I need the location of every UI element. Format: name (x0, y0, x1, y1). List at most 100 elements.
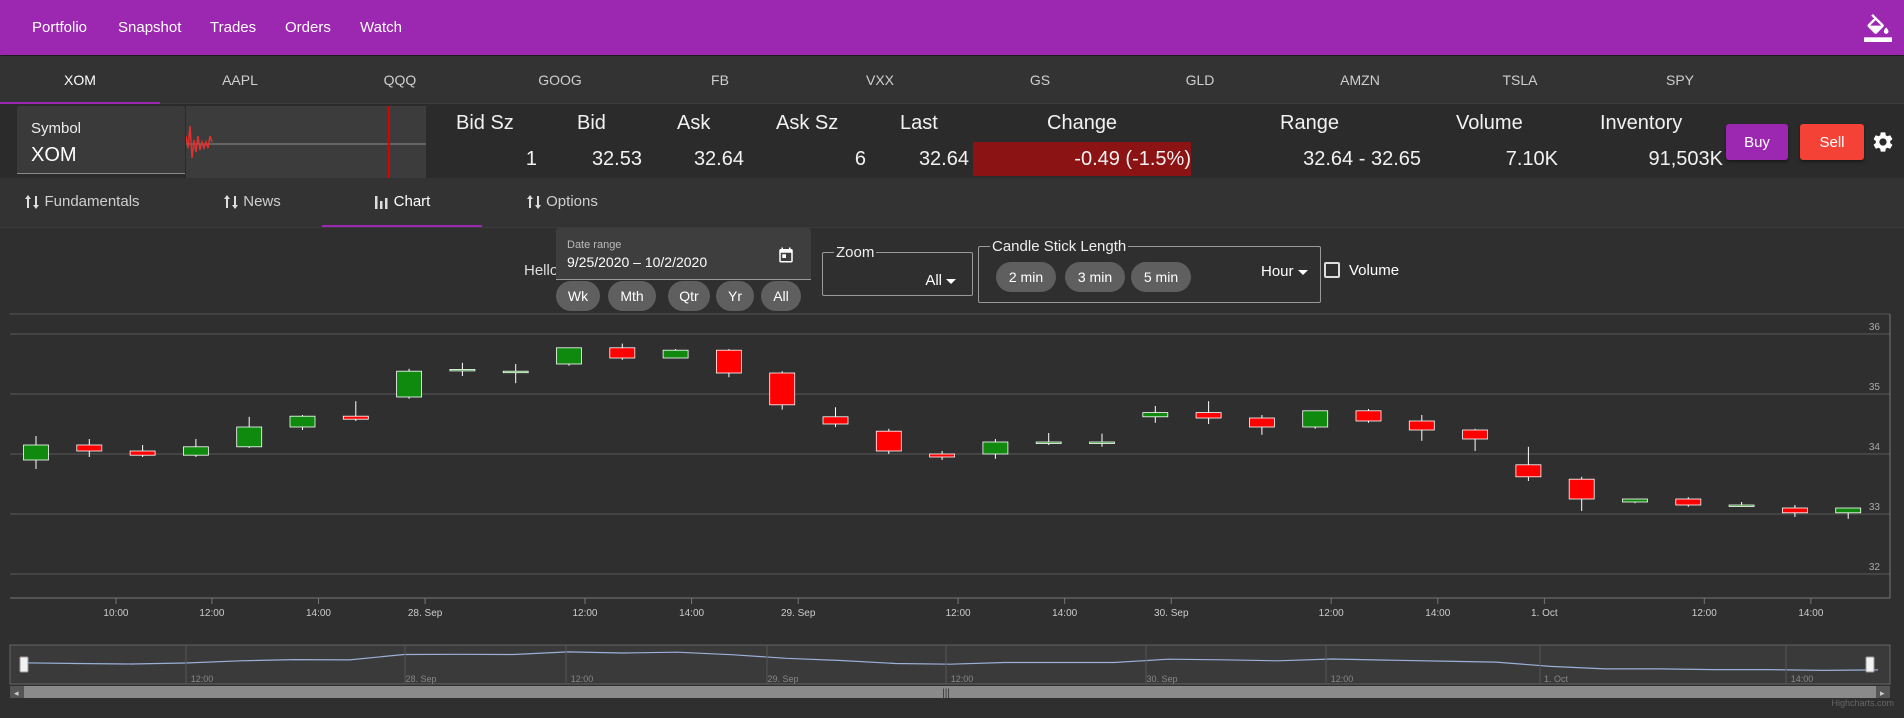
candle-body (875, 430, 902, 452)
candle-body (1355, 410, 1382, 422)
candle-unit-value: Hour (1261, 263, 1294, 280)
candle-body (1675, 498, 1702, 506)
sort-arrows-icon (25, 195, 40, 210)
candle-chip-5-min[interactable]: 5 min (1131, 262, 1191, 292)
zoom-select[interactable]: All (925, 272, 956, 289)
candle-body (1195, 412, 1222, 419)
volume-label: Volume (1349, 262, 1400, 279)
period-chip-all[interactable]: All (761, 281, 801, 311)
symbol-tab-goog[interactable]: GOOG (538, 72, 582, 88)
navigator-label: 12:00 (951, 674, 974, 684)
nav-orders[interactable]: Orders (285, 19, 331, 36)
tab-fundamentals[interactable]: Fundamentals (2, 178, 162, 226)
x-tick-label: 14:00 (679, 608, 704, 619)
calendar-icon[interactable] (777, 246, 795, 264)
candle-chip-2-min[interactable]: 2 min (996, 262, 1056, 292)
symbol-tab-fb[interactable]: FB (711, 72, 729, 88)
navigator-label: 14:00 (1791, 674, 1814, 684)
candle-body (609, 347, 636, 359)
period-chip-wk[interactable]: Wk (556, 281, 600, 311)
navigator-label: 29. Sep (767, 674, 798, 684)
ask-header: Ask (677, 112, 711, 134)
nav-portfolio[interactable]: Portfolio (32, 19, 88, 36)
scroll-left-arrow-icon: ◂ (14, 688, 19, 698)
x-tick-label: 1. Oct (1531, 608, 1558, 619)
symbol-tab-xom[interactable]: XOM (0, 56, 160, 104)
period-chip-yr[interactable]: Yr (716, 281, 754, 311)
tab-options[interactable]: Options (482, 178, 642, 226)
candle-body (929, 453, 955, 458)
symbol-tab-gs[interactable]: GS (1029, 72, 1051, 88)
navigator-label: 12:00 (571, 674, 594, 684)
navigator-right-handle[interactable] (1865, 656, 1875, 673)
scroll-right-arrow-icon: ▸ (1880, 688, 1885, 698)
candle-body (556, 347, 582, 365)
candle-body (769, 372, 796, 406)
navigator-left-handle[interactable] (19, 656, 29, 673)
nav-watch[interactable]: Watch (360, 19, 402, 36)
candle-unit-select[interactable]: Hour (1261, 263, 1308, 280)
volume-value: 7.10K (1505, 148, 1558, 170)
chevron-down-icon (1297, 269, 1308, 275)
zoom-fieldset[interactable]: Zoom All (822, 244, 973, 296)
symbol-value[interactable]: XOM (31, 144, 77, 166)
x-tick-label: 14:00 (1425, 608, 1450, 619)
x-tick-label: 14:00 (1052, 608, 1077, 619)
symbol-field[interactable]: Symbol XOM (17, 106, 185, 174)
paint-bucket-icon[interactable] (1864, 14, 1892, 42)
candle-body (1515, 464, 1542, 478)
inventory-value: 91,503K (1648, 148, 1723, 170)
x-tick-label: 30. Sep (1154, 608, 1189, 619)
gear-icon[interactable] (1871, 130, 1895, 154)
scrollbar-grip-icon: ||| (942, 688, 950, 699)
sell-button[interactable]: Sell (1800, 124, 1864, 160)
symbol-tab-gld[interactable]: GLD (1185, 72, 1215, 88)
candle-body (1782, 507, 1808, 514)
candle-body (182, 446, 209, 456)
symbol-tab-spy[interactable]: SPY (1665, 72, 1694, 88)
symbol-tabs: XOM AAPL QQQ GOOG FB VXX GS GLD AMZN TSLA SPY (0, 56, 1904, 104)
symbol-tab-tsla[interactable]: TSLA (1502, 72, 1538, 88)
candle-chip-3-min[interactable]: 3 min (1065, 262, 1125, 292)
y-tick-label: 33 (1869, 502, 1881, 513)
period-chip-qtr[interactable]: Qtr (668, 281, 710, 311)
chevron-down-icon (946, 278, 956, 284)
nav-snapshot[interactable]: Snapshot (118, 19, 182, 36)
period-chip-mth[interactable]: Mth (608, 281, 656, 311)
x-tick-label: 12:00 (1319, 608, 1344, 619)
candle-body (1728, 504, 1755, 507)
tab-news[interactable]: News (172, 178, 332, 226)
price-chart[interactable]: 32 33 34 35 36 10:00 12:00 14:00 28. Sep 12:00 14:… (0, 312, 1904, 712)
navigator-label: 12:00 (1331, 674, 1354, 684)
candle-body (1142, 412, 1169, 418)
highcharts-credit: Highcharts.com (1831, 698, 1894, 708)
navigator-label: 1. Oct (1544, 674, 1569, 684)
nav-trades[interactable]: Trades (210, 19, 257, 36)
last-header: Last (900, 112, 938, 134)
candle-body (1035, 441, 1062, 444)
inventory-header: Inventory (1600, 112, 1683, 134)
date-range-field[interactable]: Date range 9/25/2020 – 10/2/2020 (556, 228, 811, 280)
volume-checkbox[interactable] (1324, 262, 1340, 278)
sort-arrows-icon (224, 195, 239, 210)
bid-size-value: 1 (525, 148, 537, 170)
date-range-value[interactable]: 9/25/2020 – 10/2/2020 (567, 254, 708, 270)
x-tick-label: 12:00 (1692, 608, 1717, 619)
symbol-tab-qqq[interactable]: QQQ (383, 72, 417, 88)
x-tick-label: 10:00 (103, 608, 128, 619)
symbol-tab-amzn[interactable]: AMZN (1340, 72, 1380, 88)
y-tick-label: 35 (1869, 382, 1881, 393)
quote-strip: Symbol XOM Bid Sz Bid Ask Ask Sz Last Ch… (0, 104, 1904, 180)
last-value: 32.64 (918, 148, 969, 170)
candle-body (1302, 410, 1329, 428)
bid-header: Bid (577, 112, 606, 134)
candle-body (76, 444, 103, 452)
scrollbar-thumb[interactable] (24, 686, 1876, 698)
symbol-tab-aapl[interactable]: AAPL (222, 72, 258, 88)
x-tick-label: 12:00 (946, 608, 971, 619)
candle-body (716, 349, 742, 374)
zoom-value: All (925, 272, 942, 289)
symbol-tab-vxx[interactable]: VXX (865, 72, 894, 88)
tab-chart[interactable]: Chart (322, 178, 482, 227)
buy-button[interactable]: Buy (1726, 124, 1788, 160)
